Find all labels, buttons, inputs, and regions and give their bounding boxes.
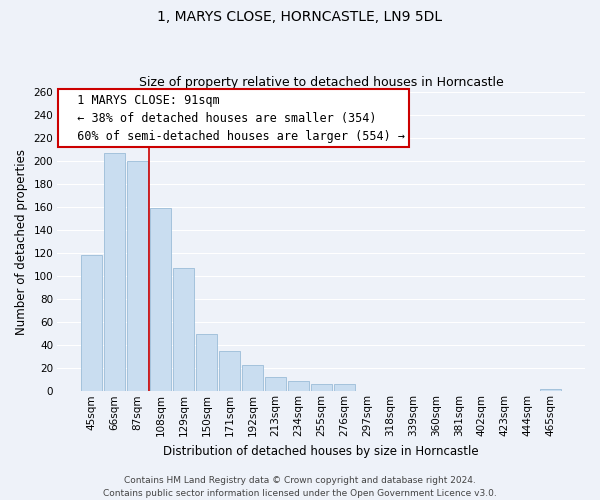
Bar xyxy=(173,268,194,392)
Bar xyxy=(104,153,125,392)
Title: Size of property relative to detached houses in Horncastle: Size of property relative to detached ho… xyxy=(139,76,503,90)
Text: 1 MARYS CLOSE: 91sqm
  ← 38% of detached houses are smaller (354)
  60% of semi-: 1 MARYS CLOSE: 91sqm ← 38% of detached h… xyxy=(63,94,405,142)
Bar xyxy=(265,378,286,392)
Text: Contains HM Land Registry data © Crown copyright and database right 2024.
Contai: Contains HM Land Registry data © Crown c… xyxy=(103,476,497,498)
Bar xyxy=(127,161,148,392)
Bar xyxy=(541,389,561,392)
Bar xyxy=(82,256,102,392)
X-axis label: Distribution of detached houses by size in Horncastle: Distribution of detached houses by size … xyxy=(163,444,479,458)
Bar xyxy=(219,351,240,392)
Bar xyxy=(242,365,263,392)
Bar xyxy=(196,334,217,392)
Bar xyxy=(150,208,171,392)
Bar xyxy=(334,384,355,392)
Y-axis label: Number of detached properties: Number of detached properties xyxy=(15,148,28,334)
Bar xyxy=(288,381,308,392)
Text: 1, MARYS CLOSE, HORNCASTLE, LN9 5DL: 1, MARYS CLOSE, HORNCASTLE, LN9 5DL xyxy=(157,10,443,24)
Bar xyxy=(311,384,332,392)
